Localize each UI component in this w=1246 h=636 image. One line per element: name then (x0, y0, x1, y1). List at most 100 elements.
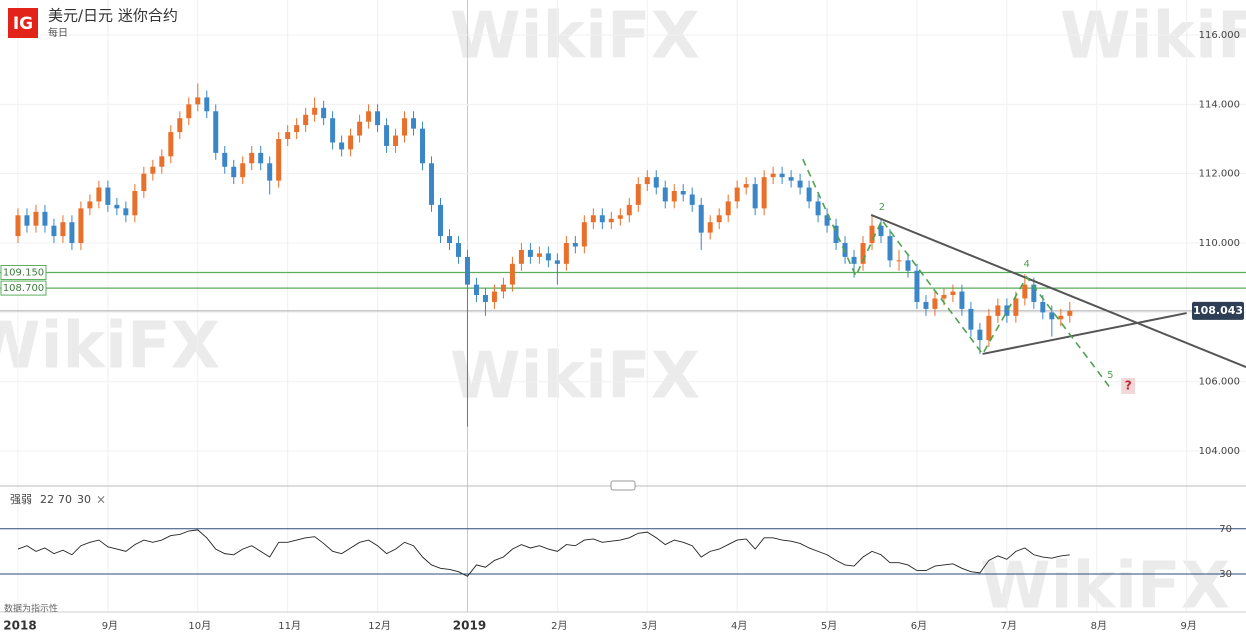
last-price-label: 108.043 (1193, 304, 1243, 317)
candle-body (950, 291, 956, 296)
candle-body (527, 249, 533, 257)
candle-body (51, 225, 57, 237)
candle-body (554, 260, 560, 264)
wave-line (802, 158, 1111, 389)
x-tick-label: 12月 (368, 620, 391, 632)
watermark: WikiFX (0, 310, 220, 384)
candle-body (914, 270, 920, 302)
candle-body (168, 132, 174, 157)
osc-tick-label: 30 (1219, 569, 1232, 580)
candle-body (132, 191, 138, 216)
candle-body (411, 118, 417, 129)
candle-body (806, 187, 812, 202)
candle-body (420, 128, 426, 164)
watermark: WikiFX (980, 550, 1230, 624)
candle-body (384, 125, 390, 146)
resize-handle[interactable] (610, 480, 636, 491)
candle-body (195, 97, 201, 105)
y-tick-label: 104.000 (1199, 446, 1240, 457)
note: 数据为指示性 (4, 603, 58, 615)
candle-body (42, 211, 48, 226)
candle-body (626, 204, 632, 216)
candle-body (968, 308, 974, 330)
candle-body (114, 204, 120, 209)
candle-body (204, 97, 210, 112)
oscillator-panel: 30 70 (0, 524, 1246, 580)
candle-body (644, 177, 650, 185)
candle-body (213, 111, 219, 153)
candle-body (24, 215, 30, 226)
candle-body (96, 187, 102, 202)
candle-body (1049, 312, 1055, 320)
candle-body (959, 291, 965, 309)
candle-body (60, 222, 66, 237)
candle-body (186, 104, 192, 119)
candle-body (375, 111, 381, 126)
x-tick-label: 11月 (278, 620, 301, 632)
osc-tick-label: 70 (1219, 524, 1232, 535)
wave-label: 2 (879, 202, 885, 213)
candle-body (923, 301, 929, 309)
candle-body (78, 208, 84, 244)
candle-body (977, 329, 983, 341)
x-tick-label: 2019 (453, 619, 486, 633)
candle-body (222, 152, 228, 167)
candle-body (770, 173, 776, 178)
indicator-close[interactable]: × (96, 493, 106, 507)
candle-body (33, 211, 39, 226)
indicator-param: 30 (77, 493, 91, 506)
candle-body (366, 111, 372, 122)
candle-body (491, 291, 497, 302)
candle-body (941, 295, 947, 299)
candle-body (563, 243, 569, 264)
candle-body (896, 260, 902, 262)
candle-body (402, 118, 408, 136)
candle-body (653, 177, 659, 188)
watermark: WikiFX (1060, 0, 1246, 74)
indicator-param: 70 (58, 493, 72, 506)
candle-body (258, 152, 264, 164)
y-tick-label: 114.000 (1199, 99, 1240, 110)
candle-body (438, 204, 444, 237)
last-price-box (1192, 301, 1244, 320)
candle-body (590, 215, 596, 223)
price-panel: 104.000106.000108.000110.000112.000114.0… (0, 30, 1246, 457)
candle-body (869, 225, 875, 244)
candle-body (303, 114, 309, 126)
candle-body (348, 135, 354, 150)
candle-body (473, 284, 479, 296)
candle-body (509, 263, 515, 285)
candle-body (986, 315, 992, 341)
candle-body (608, 218, 614, 223)
y-tick-label: 112.000 (1199, 169, 1240, 180)
candle-body (1067, 310, 1073, 316)
candle-body (1031, 284, 1037, 302)
level-label-box (0, 280, 47, 296)
candle-body (995, 305, 1001, 316)
candle-body (779, 173, 785, 178)
candle-body (833, 225, 839, 244)
x-tick-label: 3月 (641, 620, 657, 632)
candle-body (716, 215, 722, 223)
y-tick-label: 116.000 (1199, 30, 1240, 41)
indicator-line (17, 529, 1070, 577)
candle-body (159, 156, 165, 167)
x-tick-label: 9月 (102, 620, 118, 632)
candle-body (599, 215, 605, 223)
candle-body (312, 107, 318, 115)
question-mark: ? (1125, 378, 1132, 392)
candle-body (1004, 305, 1010, 316)
x-tick-label: 7月 (1001, 620, 1017, 632)
candle-body (824, 215, 830, 226)
candle-body (662, 187, 668, 202)
candle-body (69, 222, 75, 244)
x-tick-label: 2月 (551, 620, 567, 632)
y-tick-label: 106.000 (1199, 377, 1240, 388)
candle-body (240, 163, 246, 178)
x-tick-label: 4月 (731, 620, 747, 632)
candle-body (545, 253, 551, 261)
candle-body (815, 201, 821, 216)
candle-body (357, 121, 363, 136)
x-tick-label: 8月 (1091, 620, 1107, 632)
